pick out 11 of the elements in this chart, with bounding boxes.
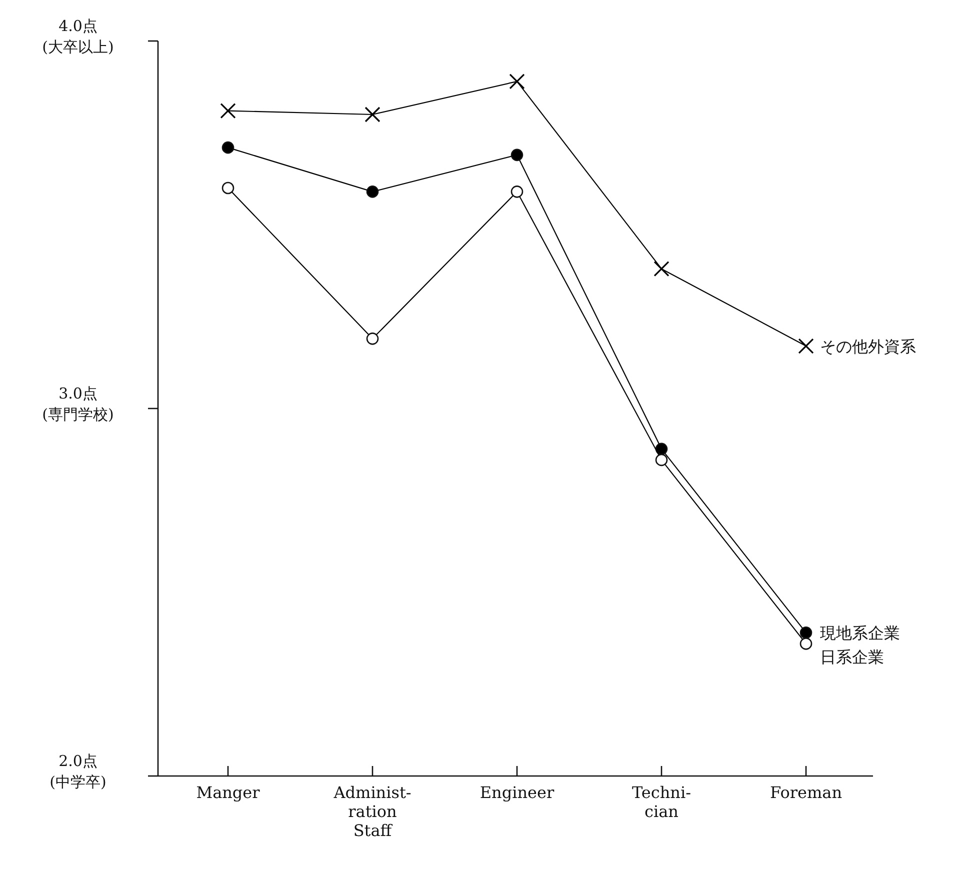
y-tick-label: 2.0点 (中学卒): [50, 752, 106, 791]
x-tick-label: Manger: [196, 783, 260, 802]
series-label: その他外資系: [820, 337, 916, 356]
series-label: 日系企業: [820, 648, 884, 667]
y-tick-label: 4.0点 (大卒以上): [42, 17, 114, 56]
x-tick-label: Engineer: [480, 783, 554, 802]
series-label: 現地系企業: [820, 624, 900, 643]
x-tick-label: Foreman: [770, 783, 842, 802]
y-tick-label: 3.0点 (専門学校): [42, 384, 114, 424]
x-tick-label: Techni- cian: [632, 783, 691, 821]
x-tick-label: Administ- ration Staff: [332, 783, 412, 840]
